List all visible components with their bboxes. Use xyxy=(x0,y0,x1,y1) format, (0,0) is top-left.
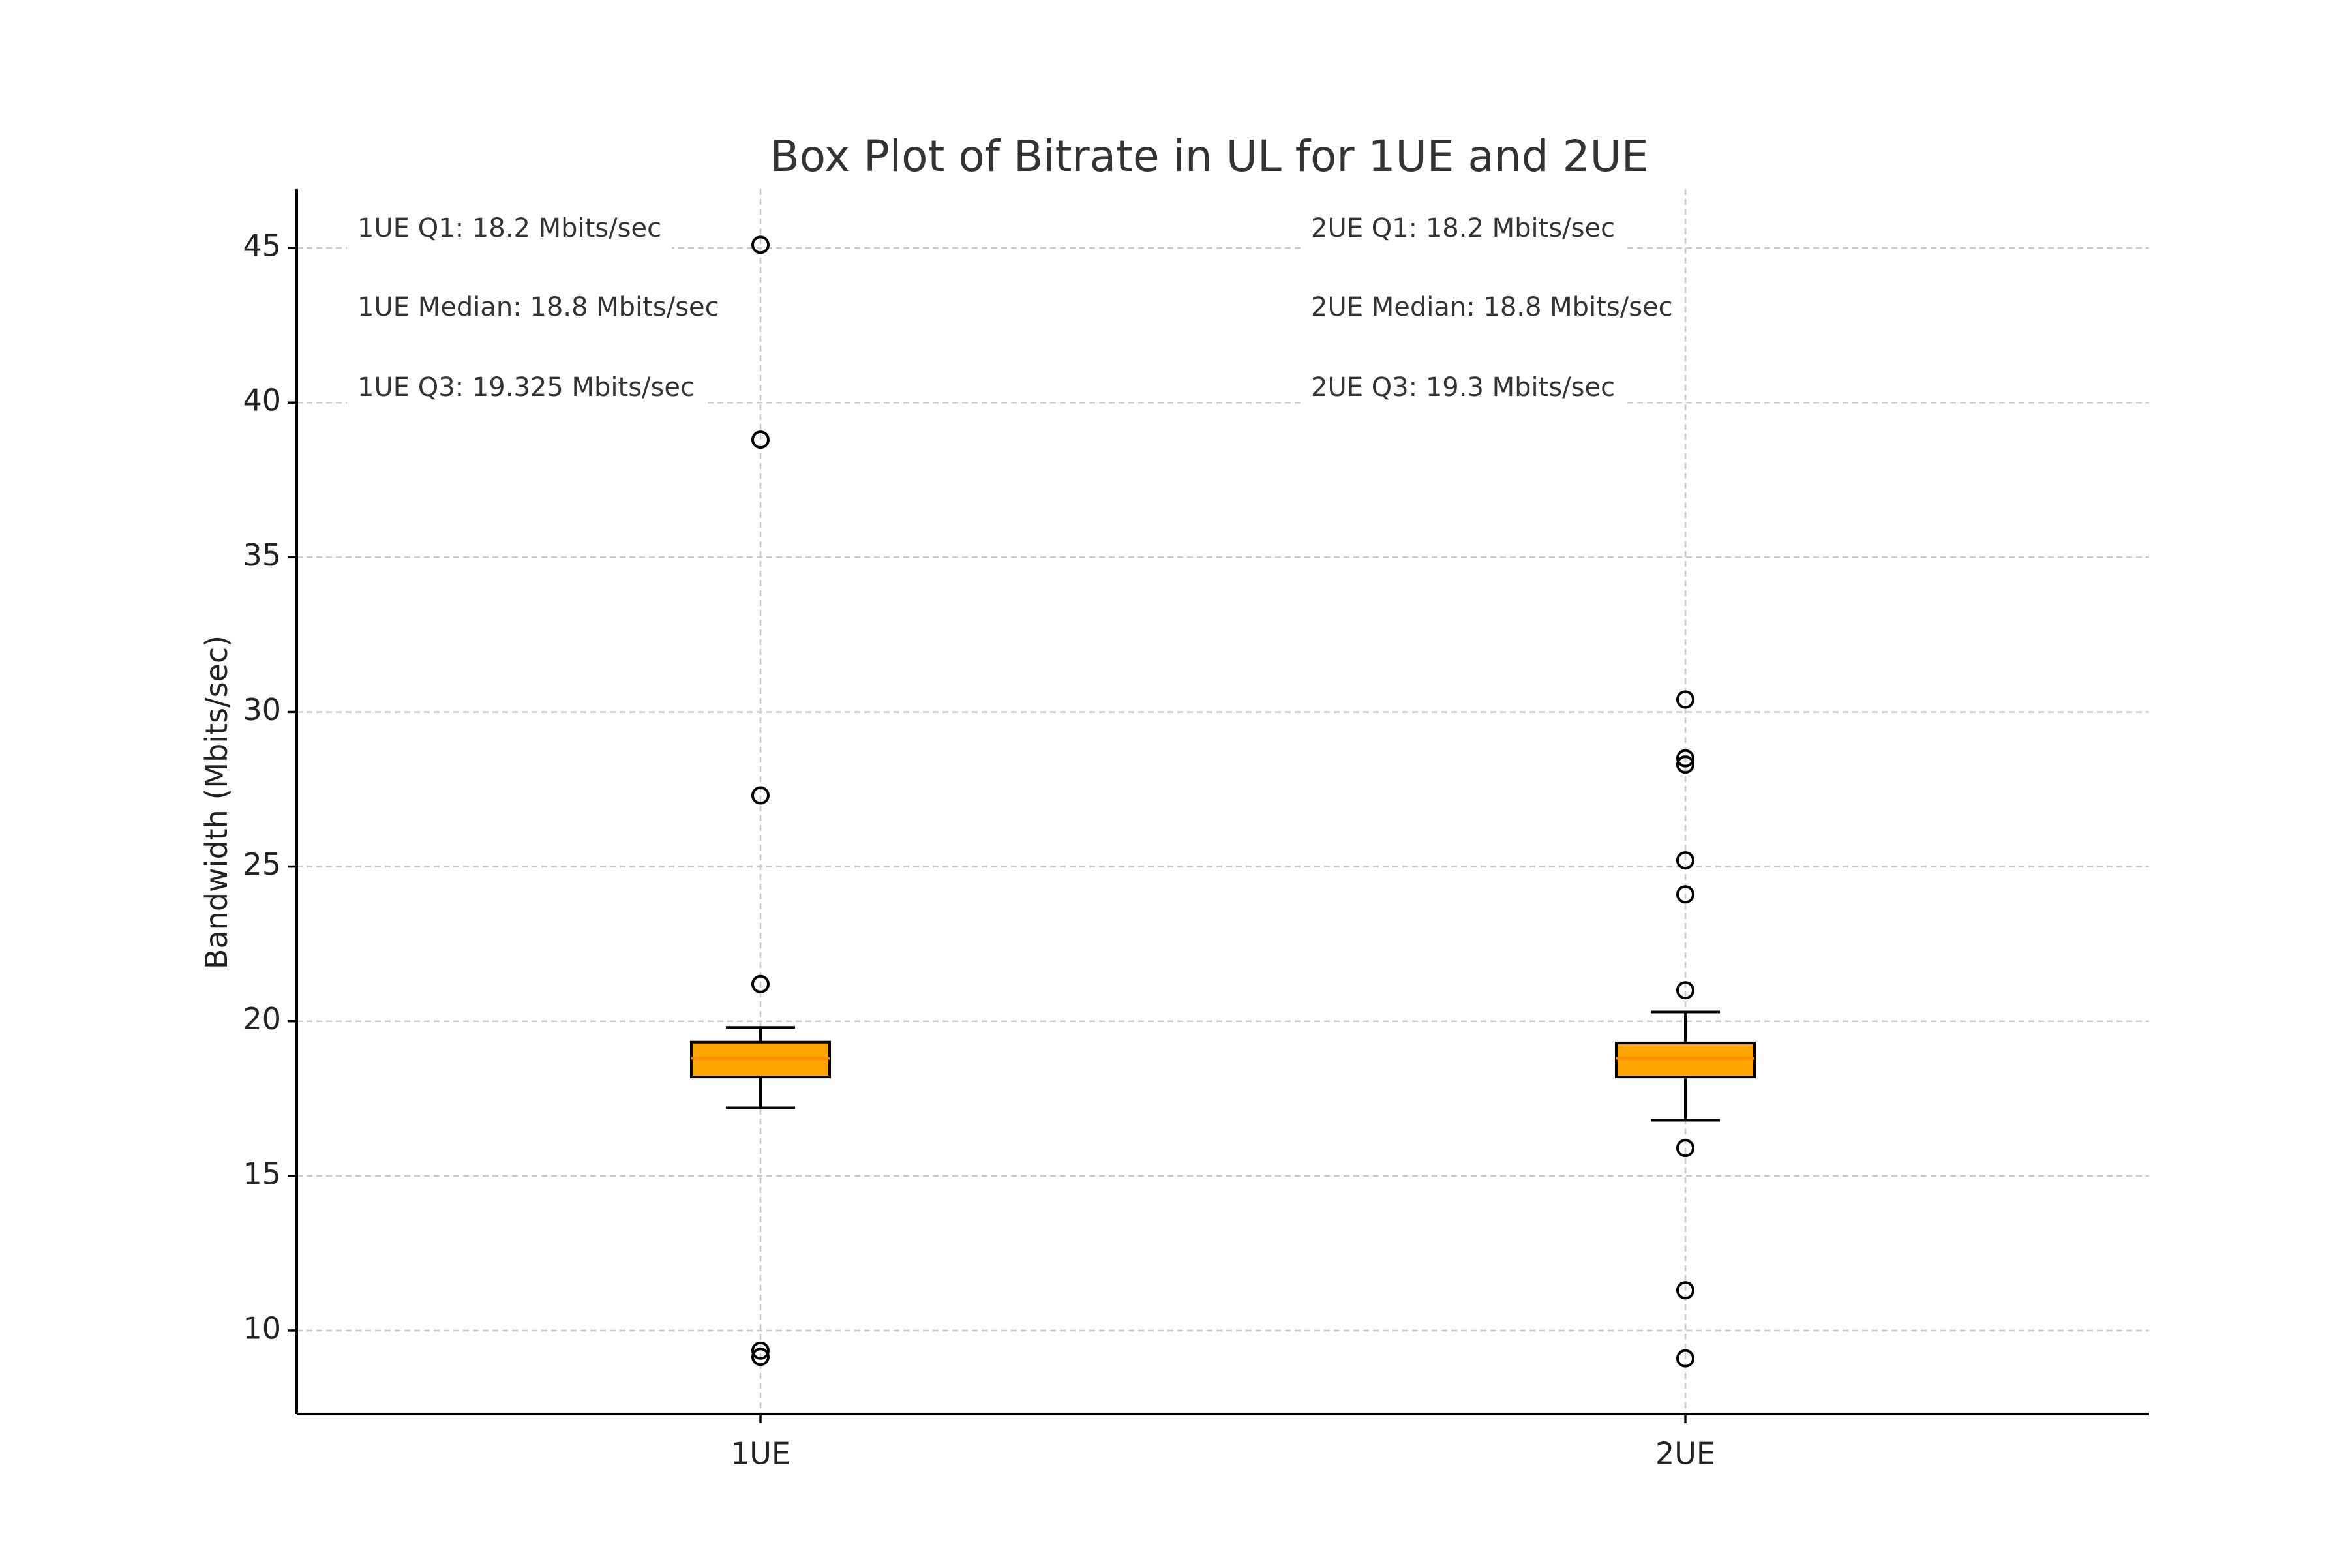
y-tick-label: 30 xyxy=(243,692,281,727)
y-tick-label: 45 xyxy=(243,228,281,264)
outlier-point xyxy=(1676,885,1694,904)
y-tick-label: 15 xyxy=(243,1156,281,1191)
y-tick-label: 25 xyxy=(243,847,281,882)
annotation-text: 1UE Q1: 18.2 Mbits/sec xyxy=(357,213,661,243)
outlier-point xyxy=(1676,755,1694,774)
annotation-text: 1UE Q3: 19.325 Mbits/sec xyxy=(357,372,695,402)
annotation-background xyxy=(1301,286,1683,329)
outlier-point xyxy=(1676,749,1694,768)
outlier-point xyxy=(751,786,770,805)
annotation-text: 2UE Q3: 19.3 Mbits/sec xyxy=(1311,372,1615,402)
x-tick-label: 2UE xyxy=(1655,1436,1715,1471)
annotation-text: 2UE Median: 18.8 Mbits/sec xyxy=(1311,292,1673,322)
y-tick-label: 35 xyxy=(243,537,281,573)
y-tick-label: 40 xyxy=(243,383,281,418)
outlier-point xyxy=(1676,690,1694,709)
x-tick-label: 1UE xyxy=(730,1436,790,1471)
annotation-background xyxy=(1301,366,1626,409)
box-layer xyxy=(690,235,1756,1368)
annotation-background xyxy=(347,207,672,250)
outlier-point xyxy=(1676,981,1694,1000)
chart-title: Box Plot of Bitrate in UL for 1UE and 2U… xyxy=(770,131,1648,181)
iqr-box xyxy=(1615,1041,1756,1079)
axis-layer: 10 15 20 25 30 35 40 45 1UE 2UE xyxy=(243,189,2149,1471)
annotation-text: 2UE Q1: 18.2 Mbits/sec xyxy=(1311,213,1615,243)
outlier-point xyxy=(751,1341,770,1360)
y-axis-label: Bandwidth (Mbits/sec) xyxy=(199,635,234,969)
outlier-point xyxy=(1676,1281,1694,1300)
outlier-point xyxy=(1676,851,1694,870)
outlier-point xyxy=(751,430,770,449)
outlier-point xyxy=(751,1348,770,1366)
outlier-point xyxy=(1676,1349,1694,1368)
outlier-point xyxy=(751,235,770,254)
annotation-text: 1UE Median: 18.8 Mbits/sec xyxy=(357,292,719,322)
annotation-background xyxy=(1301,207,1626,250)
annotation-background xyxy=(347,286,730,329)
annotation-background xyxy=(347,366,705,409)
y-tick-label: 10 xyxy=(243,1310,281,1346)
outlier-point xyxy=(1676,1139,1694,1158)
outlier-point xyxy=(751,974,770,993)
y-tick-label: 20 xyxy=(243,1001,281,1036)
annotation-layer: 1UE Q1: 18.2 Mbits/sec 1UE Median: 18.8 M… xyxy=(347,207,1683,409)
